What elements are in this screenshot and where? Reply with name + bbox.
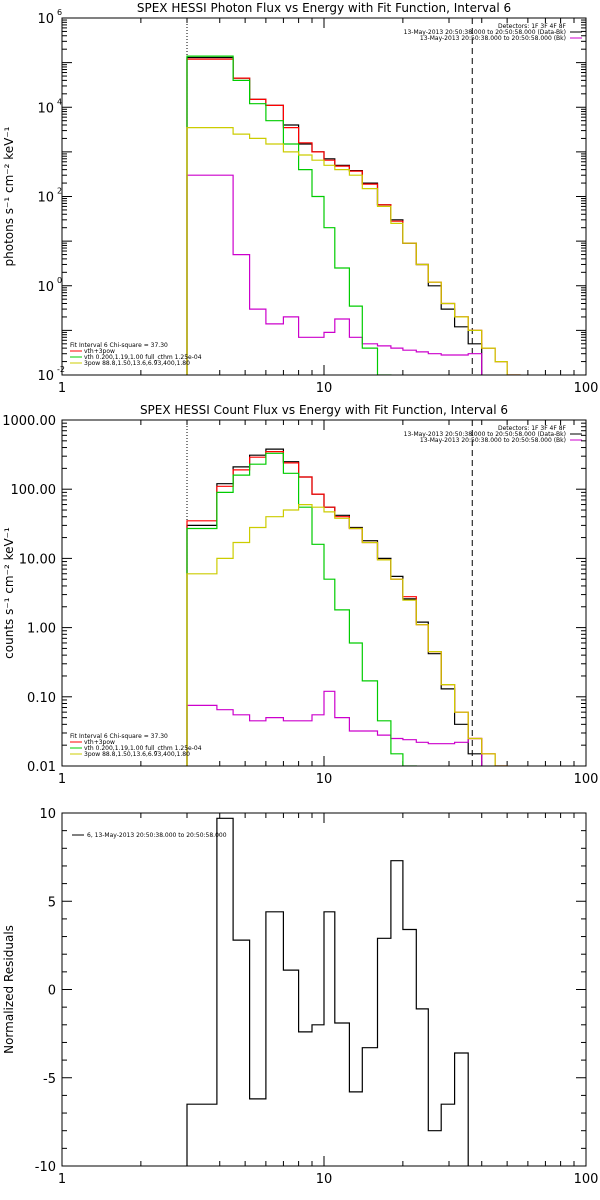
y-tick-label: 1000.00 — [2, 414, 56, 429]
legend-bottom-entry: vth 0.200,1.19,1.00 full_cthm 1.25e-04 — [84, 745, 202, 752]
series-line-5 — [186, 504, 508, 766]
series-line-4 — [186, 55, 392, 375]
y-tick-label: 100.00 — [11, 483, 57, 498]
y-tick-label: 10 — [37, 369, 54, 384]
series-line-3 — [186, 58, 521, 375]
x-tick-label: 10 — [316, 381, 333, 396]
legend-top-entry: 13-May-2013 20:50:38.000 to 20:50:58.000… — [420, 437, 566, 444]
plot-frame — [61, 419, 587, 767]
series-group — [186, 55, 521, 375]
series-line-4 — [186, 452, 417, 766]
legend-bottom-entry: 3pow 88.8,1.50,13.6,6.93,400,1.80 — [84, 360, 190, 367]
y-tick-label: 0.01 — [27, 760, 56, 775]
y-tick-exponent: 6 — [57, 8, 62, 17]
series-line-2 — [186, 174, 483, 375]
series-line-5 — [186, 127, 521, 375]
y-tick-label: -5 — [43, 1072, 56, 1087]
x-tick-label: 100 — [574, 1172, 599, 1187]
legend-bottom-entry: vth+3pow — [84, 348, 115, 355]
y-tick-exponent: 0 — [57, 276, 62, 285]
x-tick-label: 1 — [58, 1172, 66, 1187]
legend-bottom-entry: 3pow 88.8,1.50,13.6,6.93,400,1.80 — [84, 751, 190, 758]
chart-title: SPEX HESSI Count Flux vs Energy with Fit… — [140, 403, 508, 417]
series-line-1 — [186, 817, 469, 1166]
chart-panel-2: SPEX HESSI Count Flux vs Energy with Fit… — [2, 403, 598, 787]
chart-panel-3: 1 10 100 -10 -5 0 5 10 Normalized Residuals 6, 13… — [2, 807, 598, 1187]
series-group — [186, 448, 508, 766]
y-tick-label: 10 — [37, 191, 54, 206]
y-tick-label: 10 — [37, 12, 54, 27]
chart-panel-1: SPEX HESSI Photon Flux vs Energy with Fi… — [2, 1, 598, 396]
x-tick-label: 1 — [58, 772, 66, 787]
y-tick-label: 5 — [48, 895, 56, 910]
legend-bottom-entry: vth 0.200,1.19,1.00 full_cthm 1.25e-04 — [84, 354, 202, 361]
y-tick-label: -10 — [35, 1160, 56, 1175]
legend-entry: 6, 13-May-2013 20:50:38.000 to 20:50:58.… — [87, 832, 227, 839]
y-tick-label: 10 — [37, 101, 54, 116]
legend-bottom-entry: vth+3pow — [84, 739, 115, 746]
legend-bottom-entry: Fit Interval 6 Chi-square = 37.30 — [70, 342, 168, 349]
y-axis-label: photons s⁻¹ cm⁻² keV⁻¹ — [2, 126, 16, 266]
legend-top-entry: 13-May-2013 20:50:38.000 to 20:50:58.000… — [420, 35, 566, 42]
legend-top-entry: 13-May-2013 20:50:38.000 to 20:50:58.000… — [404, 29, 566, 36]
x-tick-label: 10 — [316, 1172, 333, 1187]
y-tick-label: 1.00 — [27, 622, 56, 637]
y-tick-label: 10 — [37, 280, 54, 295]
legend-top-entry: Detectors: 1F 3F 4F 8F — [498, 425, 567, 432]
y-tick-exponent: 4 — [57, 97, 62, 106]
y-tick-label: 10 — [39, 807, 56, 822]
legend-bottom-entry: Fit Interval 6 Chi-square = 37.30 — [70, 733, 168, 740]
y-tick-exponent: 2 — [57, 187, 62, 196]
y-axis-label: Normalized Residuals — [2, 925, 16, 1054]
x-tick-label: 10 — [316, 772, 333, 787]
chart-title: SPEX HESSI Photon Flux vs Energy with Fi… — [137, 1, 511, 15]
plot-frame — [61, 812, 587, 1167]
y-tick-label: 0.10 — [27, 691, 56, 706]
legend-top-entry: Detectors: 1F 3F 4F 8F — [498, 23, 567, 30]
x-tick-label: 1 — [58, 381, 66, 396]
y-tick-label: 0 — [48, 984, 56, 999]
series-group — [186, 817, 469, 1166]
y-tick-exponent: -2 — [57, 365, 65, 374]
series-line-2 — [186, 690, 483, 766]
x-tick-label: 100 — [574, 381, 599, 396]
plot-frame — [61, 17, 587, 376]
y-axis-label: counts s⁻¹ cm⁻² keV⁻¹ — [2, 527, 16, 659]
y-tick-label: 10.00 — [19, 552, 56, 567]
series-line-3 — [186, 451, 508, 766]
legend-top-entry: 13-May-2013 20:50:38.000 to 20:50:58.000… — [404, 431, 566, 438]
x-tick-label: 100 — [574, 772, 599, 787]
